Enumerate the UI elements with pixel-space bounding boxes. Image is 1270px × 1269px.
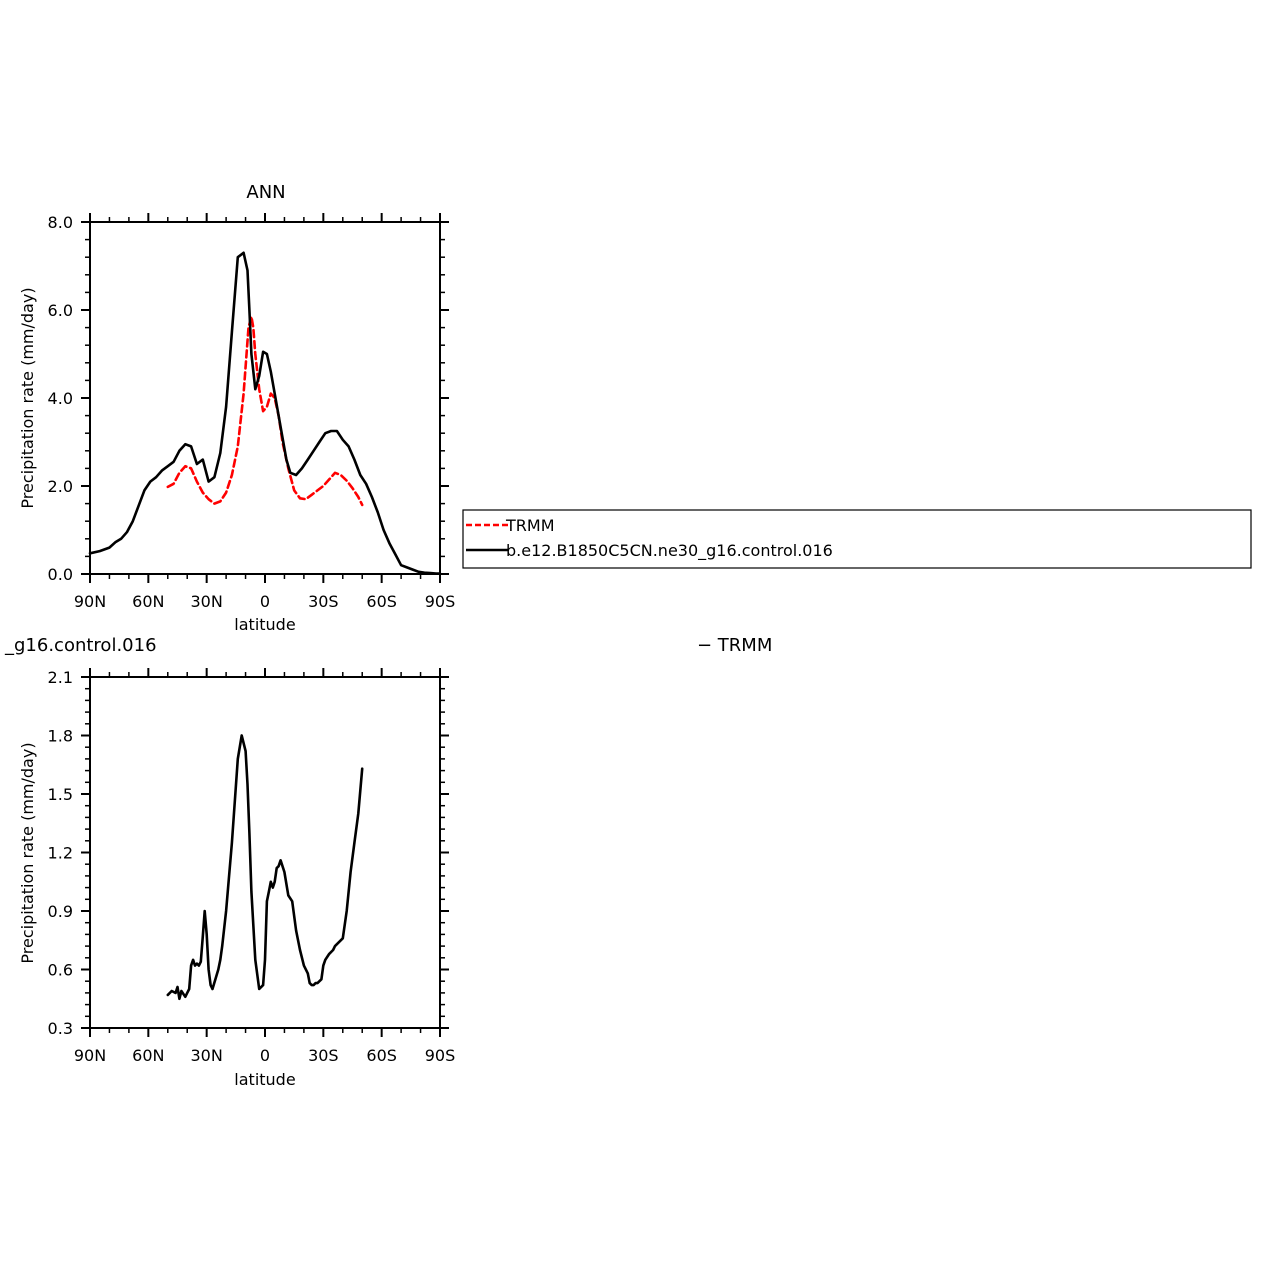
top-chart-y-tick-label: 4.0 — [48, 389, 73, 408]
top-chart-x-tick-label: 30S — [308, 592, 339, 611]
bottom-chart-x-tick-label: 30S — [308, 1046, 339, 1065]
bottom-chart-x-tick-label: 0 — [260, 1046, 270, 1065]
bottom-chart-y-tick-label: 1.2 — [48, 844, 73, 863]
bottom-chart-x-tick-label: 30N — [191, 1046, 223, 1065]
bottom-chart-y-tick-label: 0.6 — [48, 961, 73, 980]
bottom-chart-y-tick-label: 1.5 — [48, 785, 73, 804]
top-chart-plot-area: 90N 60N 30N 0 30S 60S 90S 0.0 2.0 4.0 6.0 8.0 — [48, 213, 456, 611]
bottom-chart-y-tick-label: 0.3 — [48, 1019, 73, 1038]
bottom-chart-series-line-0 — [166, 734, 364, 1001]
bottom-chart-x-axis-label: latitude — [234, 1070, 295, 1089]
bottom-chart-x-tick-label: 60S — [366, 1046, 397, 1065]
top-chart-frame — [89, 221, 441, 575]
top-chart: ANN 90N 60N 30N 0 30S 60S 90S 0.0 2.0 4.0 6.0 8.0 l… — [18, 182, 455, 634]
top-chart-y-tick-label: 6.0 — [48, 301, 73, 320]
bottom-chart-y-tick-label: 1.8 — [48, 727, 73, 746]
bottom-chart-x-tick-label: 90N — [74, 1046, 106, 1065]
top-chart-y-tick-label: 0.0 — [48, 565, 73, 584]
bottom-chart-title: _g16.control.016 — [4, 635, 157, 656]
bottom-chart-y-axis-label: Precipitation rate (mm/day) — [18, 742, 37, 963]
top-chart-x-tick-label: 60S — [366, 592, 397, 611]
legend: TRMM b.e12.B1850C5CN.ne30_g16.control.01… — [462, 509, 1252, 569]
top-chart-y-tick-label: 2.0 — [48, 477, 73, 496]
top-chart-x-tick-label: 60N — [132, 592, 164, 611]
top-chart-x-tick-label: 90S — [425, 592, 456, 611]
top-chart-x-tick-label: 30N — [191, 592, 223, 611]
bottom-chart-y-tick-label: 0.9 — [48, 902, 73, 921]
bottom-chart-title-right: − TRMM — [697, 635, 772, 656]
legend-model-label: b.e12.B1850C5CN.ne30_g16.control.016 — [506, 541, 833, 561]
top-chart-series-line-0 — [166, 315, 364, 507]
bottom-chart-x-tick-label: 60N — [132, 1046, 164, 1065]
top-chart-y-tick-label: 8.0 — [48, 213, 73, 232]
top-chart-x-tick-label: 90N — [74, 592, 106, 611]
top-chart-x-tick-label: 0 — [260, 592, 270, 611]
bottom-chart: _g16.control.016 − TRMM 90N 60N 30N 0 30S 60S… — [4, 635, 772, 1089]
legend-trmm-label: TRMM — [505, 516, 555, 535]
top-chart-x-axis-label: latitude — [234, 615, 295, 634]
bottom-chart-x-tick-label: 90S — [425, 1046, 456, 1065]
legend-box — [462, 509, 1252, 569]
bottom-chart-plot-area: 90N 60N 30N 0 30S 60S 90S 0.3 0.6 0.9 1.2 1.5 1.8 2.1 — [48, 668, 456, 1065]
top-chart-y-axis-label: Precipitation rate (mm/day) — [18, 287, 37, 508]
top-chart-title: ANN — [246, 182, 285, 203]
top-chart-series-line-1 — [88, 251, 442, 575]
bottom-chart-y-tick-label: 2.1 — [48, 668, 73, 687]
